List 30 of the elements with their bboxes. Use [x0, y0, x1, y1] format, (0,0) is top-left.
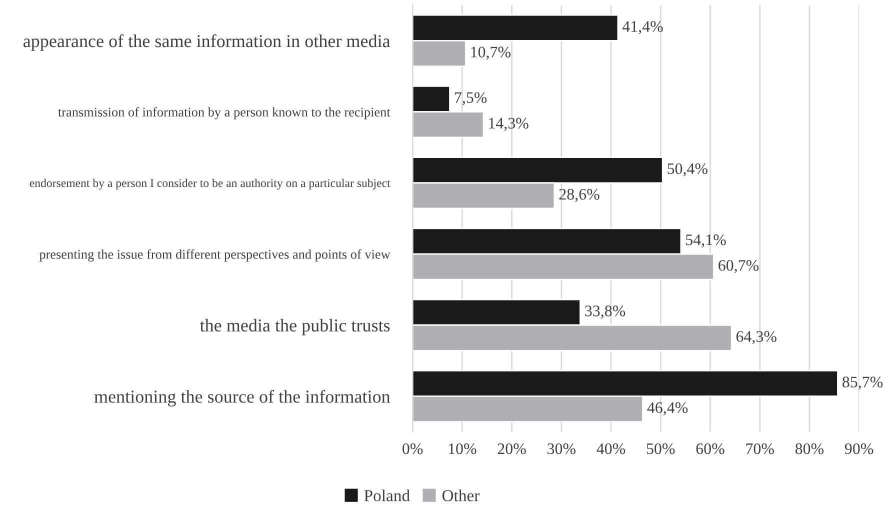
- x-tick-label: 10%: [448, 443, 476, 454]
- data-label: 7,5%: [454, 92, 487, 106]
- y-tick-label: appearance of the same information in other media: [23, 34, 390, 51]
- y-tick-label: presenting the issue from different perspectives and points of view: [39, 249, 390, 262]
- data-label: 54,1%: [686, 234, 726, 248]
- data-label: 28,6%: [559, 188, 600, 202]
- data-label: 10,7%: [471, 46, 511, 60]
- y-tick-label: the media the public trusts: [200, 318, 390, 336]
- data-label: 33,8%: [585, 306, 626, 319]
- data-label: 14,3%: [489, 118, 528, 131]
- x-tick-label: 50%: [646, 443, 675, 454]
- x-tick-label: 40%: [596, 443, 626, 454]
- x-tick-label: 80%: [795, 443, 824, 454]
- x-tick-label: 60%: [696, 443, 724, 454]
- data-label: 85,7%: [842, 376, 883, 390]
- legend-label: Poland: [364, 490, 410, 502]
- x-tick-label: 20%: [498, 443, 526, 454]
- x-tick-label: 30%: [548, 443, 576, 454]
- y-tick-label: endorsement by a person I consider to be an authority on a particular subject: [30, 178, 390, 190]
- x-tick-label: 90%: [844, 443, 874, 454]
- data-label: 50,4%: [668, 163, 708, 176]
- data-label: 64,3%: [736, 331, 776, 344]
- legend-label: Other: [442, 490, 480, 502]
- y-tick-label: mentioning the source of the information: [94, 390, 390, 406]
- x-tick-label: 0%: [402, 443, 423, 454]
- data-label: 41,4%: [622, 21, 663, 34]
- x-tick-label: 70%: [746, 443, 774, 454]
- y-tick-label: transmission of information by a person known to the recipient: [58, 107, 390, 120]
- data-label: 46,4%: [647, 402, 688, 416]
- data-label: 60,7%: [718, 260, 759, 274]
